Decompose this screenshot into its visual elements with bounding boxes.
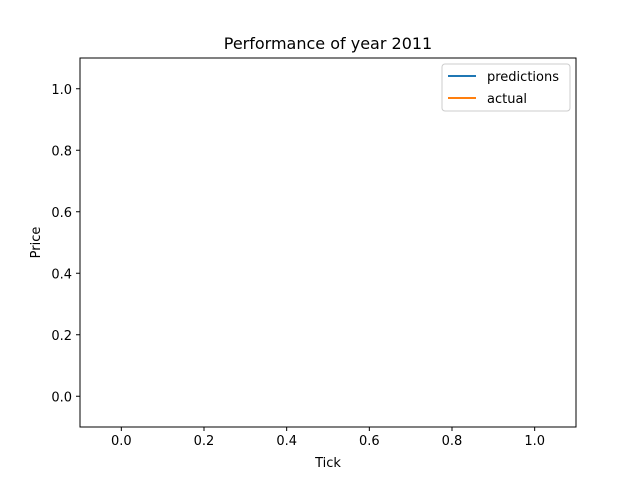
x-axis-label: Tick [314, 456, 341, 471]
y-tick-label: 0.8 [51, 144, 72, 159]
legend: predictions actual [441, 63, 571, 112]
y-tick-label: 0.0 [51, 390, 72, 405]
y-tick-label: 0.6 [51, 206, 72, 221]
chart-title: Performance of year 2011 [224, 34, 432, 53]
axes-frame [79, 57, 577, 428]
ticks: 0.0 0.2 0.4 0.6 0.8 1.0 0.0 0.2 0.4 0.6 0.8 1.0 [51, 83, 545, 449]
x-tick-label: 0.0 [111, 434, 132, 449]
y-tick-label: 0.2 [51, 329, 72, 344]
x-tick-label: 0.6 [359, 434, 380, 449]
x-tick-label: 0.2 [194, 434, 215, 449]
legend-label-actual: actual [487, 92, 527, 107]
y-tick-label: 0.4 [51, 267, 72, 282]
x-tick-label: 0.8 [442, 434, 463, 449]
x-tick-label: 1.0 [524, 434, 545, 449]
x-tick-label: 0.4 [276, 434, 297, 449]
y-tick-label: 1.0 [51, 83, 72, 98]
legend-label-predictions: predictions [487, 70, 559, 85]
y-axis-label: Price [29, 227, 44, 259]
